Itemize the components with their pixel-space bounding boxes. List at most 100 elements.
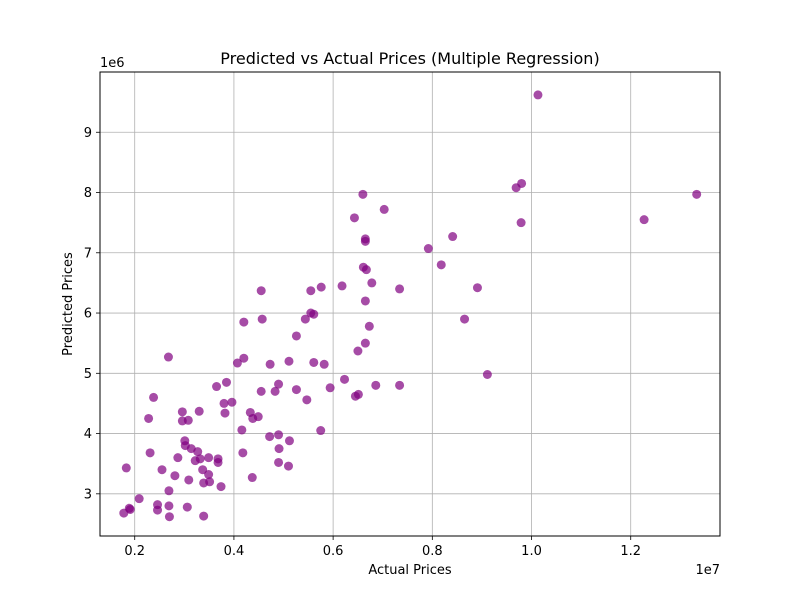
data-point — [177, 407, 187, 417]
data-point — [205, 477, 215, 487]
x-axis-ticks: 0.2 0.4 0.6 0.8 1.0 1.2 — [124, 536, 641, 559]
data-point — [219, 398, 229, 408]
data-point — [300, 314, 310, 324]
data-point — [274, 430, 284, 440]
data-point — [284, 436, 294, 446]
y-tick-label: 5 — [84, 367, 92, 382]
data-point — [239, 353, 249, 363]
data-point — [145, 448, 155, 458]
data-point — [274, 444, 284, 454]
x-tick-label: 0.4 — [224, 544, 245, 559]
data-point — [274, 457, 284, 467]
data-point — [423, 244, 433, 254]
data-point — [337, 281, 347, 291]
y-tick-label: 9 — [84, 126, 92, 141]
data-point — [198, 465, 208, 475]
data-point — [309, 357, 319, 367]
data-point — [149, 392, 159, 402]
data-point — [184, 475, 194, 485]
data-point — [360, 296, 370, 306]
data-point — [360, 338, 370, 348]
data-point — [238, 448, 248, 458]
data-point — [204, 470, 214, 480]
data-point — [516, 218, 526, 228]
data-point — [163, 352, 173, 362]
data-point — [232, 358, 242, 368]
data-point — [395, 284, 405, 294]
data-point — [350, 391, 360, 401]
data-point — [193, 447, 203, 457]
x-tick-label: 1.0 — [521, 544, 542, 559]
data-point — [283, 461, 293, 471]
data-point — [316, 426, 326, 436]
data-point — [511, 183, 521, 193]
data-point — [170, 471, 180, 481]
data-point — [353, 346, 363, 356]
data-point — [270, 386, 280, 396]
data-point — [291, 331, 301, 341]
data-point — [220, 408, 230, 418]
y-axis-ticks: 3 4 5 6 7 8 9 — [84, 126, 100, 502]
data-point — [164, 486, 174, 496]
data-point — [213, 457, 223, 467]
data-point — [360, 236, 370, 246]
y-axis-offset-label: 1e6 — [100, 56, 125, 71]
data-point — [237, 425, 247, 435]
data-point — [639, 215, 649, 225]
data-point — [265, 432, 275, 442]
data-point — [367, 278, 377, 288]
data-point — [284, 356, 294, 366]
data-point — [121, 463, 131, 473]
y-tick-label: 7 — [84, 246, 92, 261]
data-point — [194, 406, 204, 416]
y-axis-label: Predicted Prices — [61, 252, 76, 356]
data-point — [256, 386, 266, 396]
data-point — [183, 415, 193, 425]
x-tick-label: 0.6 — [323, 544, 344, 559]
data-point — [227, 397, 237, 407]
data-point — [221, 377, 231, 387]
grid-lines — [100, 72, 720, 536]
y-tick-label: 4 — [84, 427, 92, 442]
x-axis-offset-label: 1e7 — [695, 563, 720, 578]
data-point — [325, 383, 335, 393]
data-point — [182, 502, 192, 512]
x-tick-label: 0.2 — [124, 544, 145, 559]
data-point — [119, 508, 129, 518]
data-point — [291, 385, 301, 395]
data-point — [164, 501, 174, 511]
data-point — [319, 359, 329, 369]
data-point — [316, 282, 326, 292]
data-point — [157, 465, 167, 475]
data-point — [364, 321, 374, 331]
data-point — [436, 260, 446, 270]
data-point — [212, 382, 222, 392]
data-point — [164, 512, 174, 522]
chart-title: Predicted vs Actual Prices (Multiple Reg… — [220, 49, 599, 68]
data-point — [256, 286, 266, 296]
data-point — [257, 314, 267, 324]
data-point — [195, 454, 205, 464]
data-point — [309, 309, 319, 319]
data-point — [533, 90, 543, 100]
data-point — [153, 505, 163, 515]
data-point — [248, 413, 258, 423]
data-point — [306, 286, 316, 296]
data-points — [119, 90, 702, 522]
data-point — [265, 359, 275, 369]
y-tick-label: 3 — [84, 487, 92, 502]
data-point — [247, 473, 257, 483]
data-point — [134, 494, 144, 504]
data-point — [482, 370, 492, 380]
data-point — [395, 380, 405, 390]
data-point — [340, 374, 350, 384]
x-tick-label: 0.8 — [422, 544, 443, 559]
data-point — [144, 413, 154, 423]
plot-frame — [99, 71, 721, 537]
data-point — [460, 314, 470, 324]
data-point — [204, 453, 214, 463]
data-point — [692, 189, 702, 199]
x-tick-label: 1.2 — [620, 544, 641, 559]
